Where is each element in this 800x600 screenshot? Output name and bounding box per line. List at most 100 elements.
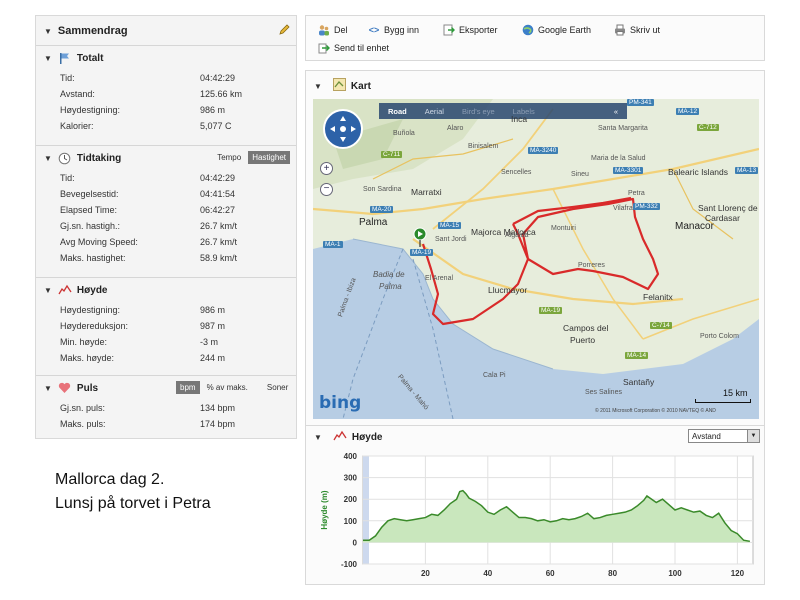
stat-row: Bevegelsestid: 04:41:54	[36, 186, 296, 202]
clock-icon	[58, 151, 72, 165]
place-label: Ses Salines	[585, 389, 622, 396]
y-tick-label: 400	[344, 452, 358, 461]
place-label: Marratxi	[411, 187, 442, 197]
road-badge: MA-15	[438, 222, 462, 229]
elevation-line	[363, 489, 751, 543]
stat-label: Maks. høyde:	[60, 353, 115, 363]
y-axis-label: Høyde (m)	[320, 490, 329, 529]
map-pan-control[interactable]	[323, 109, 363, 149]
google-earth-button[interactable]: Google Earth	[522, 24, 591, 36]
puls-header[interactable]: ▼ Puls bpm % av maks. Soner	[36, 376, 296, 400]
place-label: Vilafranca	[613, 205, 645, 212]
stat-row: Maks. høyde: 244 m	[36, 350, 296, 366]
y-tick-label: 200	[344, 495, 358, 504]
zones-toggle[interactable]: Soner	[266, 383, 289, 392]
place-label: Algaida	[505, 232, 529, 239]
stat-label: Høydereduksjon:	[60, 321, 129, 331]
hoyde-header[interactable]: ▼ Høyde	[36, 278, 296, 302]
tab-labels[interactable]: Labels	[512, 106, 535, 116]
tempo-toggle[interactable]: Tempo	[217, 153, 242, 162]
summary-toggle[interactable]: ▼ Sammendrag	[36, 16, 296, 46]
bpm-toggle[interactable]: bpm	[176, 381, 200, 394]
collapse-triangle-icon[interactable]: ▼	[44, 285, 52, 295]
summary-panel: ▼ Sammendrag ▼ Totalt Tid: 04:42:29 Avsta…	[35, 15, 297, 439]
road-badge: C-712	[697, 124, 719, 131]
place-label: Sant Jordi	[435, 236, 467, 243]
map-view[interactable]: Road Aerial Bird's eye Labels « + − Palm…	[313, 99, 759, 419]
x-axis-select-value: Avstand	[692, 431, 721, 441]
tab-road[interactable]: Road	[388, 106, 407, 116]
stat-value: 174 bpm	[200, 419, 236, 429]
x-axis-select[interactable]: Avstand ▼	[688, 429, 760, 443]
place-label: El Arenal	[425, 275, 454, 282]
tidtaking-header[interactable]: ▼ Tidtaking Tempo Hastighet	[36, 146, 296, 170]
tidtaking-title: Tidtaking	[76, 152, 122, 164]
road-badge: PM-341	[627, 99, 654, 106]
start-marker-icon[interactable]	[413, 227, 427, 249]
stat-value: 58.9 km/t	[200, 253, 238, 263]
embed-code-icon: <>	[368, 25, 380, 35]
hastighet-toggle[interactable]: Hastighet	[248, 151, 290, 164]
stat-label: Maks. hastighet:	[60, 253, 126, 263]
zoom-out-button[interactable]: −	[320, 183, 333, 196]
caption-line-2: Lunsj på torvet i Petra	[55, 495, 211, 512]
collapse-triangle-icon[interactable]: ▼	[44, 53, 52, 63]
share-button[interactable]: Del	[318, 24, 348, 36]
stat-row: Gj.sn. puls: 134 bpm	[36, 400, 296, 416]
stat-label: Høydestigning:	[60, 305, 121, 315]
collapse-triangle-icon[interactable]: ▼	[314, 81, 322, 91]
share-people-icon	[318, 24, 330, 36]
stat-row: Høydestigning: 986 m	[36, 302, 296, 318]
caption-line-1: Mallorca dag 2.	[55, 471, 165, 488]
place-label: Buñola	[393, 130, 415, 137]
elevation-graph-icon	[333, 430, 347, 445]
axis-band	[363, 456, 369, 564]
stat-label: Min. høyde:	[60, 337, 108, 347]
stat-value: 06:42:27	[200, 205, 236, 215]
tidtaking-section: ▼ Tidtaking Tempo Hastighet Tid: 04:42:29…	[36, 146, 296, 278]
x-tick-label: 60	[546, 569, 555, 578]
export-icon	[443, 24, 455, 36]
collapse-triangle-icon[interactable]: ▼	[44, 383, 52, 393]
action-toolbar: Del <> Bygg inn Eksporter Google Earth S…	[305, 15, 765, 61]
percent-max-toggle[interactable]: % av maks.	[206, 383, 248, 392]
flag-icon	[58, 51, 72, 65]
place-label: Sencelles	[501, 169, 532, 176]
place-label: Felanitx	[643, 292, 673, 302]
stat-label: Gj.sn. puls:	[60, 403, 106, 413]
export-button[interactable]: Eksporter	[443, 24, 498, 36]
zoom-in-button[interactable]: +	[320, 162, 333, 175]
stat-value: 04:41:54	[200, 189, 236, 199]
stat-row: Avstand: 125.66 km	[36, 86, 296, 102]
map-header[interactable]: ▼ Kart	[314, 78, 371, 94]
tab-aerial[interactable]: Aerial	[424, 106, 444, 116]
stat-row: Høydereduksjon: 987 m	[36, 318, 296, 334]
stat-row: Min. høyde: -3 m	[36, 334, 296, 350]
plot-area	[362, 455, 754, 565]
place-label: Campos del	[563, 323, 609, 333]
elevation-graph-icon	[58, 283, 72, 297]
totalt-header[interactable]: ▼ Totalt	[36, 46, 296, 70]
y-tick-label: 300	[344, 474, 358, 483]
heart-icon	[58, 381, 72, 395]
road-badge: MA-20	[370, 206, 394, 213]
collapse-triangle-icon[interactable]: ▼	[314, 433, 322, 442]
collapse-triangle-icon[interactable]: ▼	[44, 153, 52, 163]
map-scale-bar	[695, 399, 751, 403]
print-button[interactable]: Skriv ut	[614, 24, 660, 36]
embed-button[interactable]: <> Bygg inn	[368, 24, 419, 36]
tab-birds-eye[interactable]: Bird's eye	[461, 106, 495, 116]
collapse-tabs-button[interactable]: «	[613, 106, 618, 116]
send-to-device-button[interactable]: Send til enhet	[318, 42, 389, 54]
speed-unit-toggle: Tempo Hastighet	[213, 151, 290, 164]
stat-label: Kalorier:	[60, 121, 94, 131]
place-label: Cardasar	[705, 213, 740, 223]
elevation-area	[363, 490, 750, 543]
edit-pencil-icon[interactable]	[278, 24, 290, 39]
road-badge: MA-14	[625, 352, 649, 359]
elevation-header[interactable]: ▼ Høyde	[314, 430, 382, 445]
stat-label: Tid:	[60, 173, 75, 183]
collapse-triangle-icon[interactable]: ▼	[44, 26, 52, 36]
x-tick-label: 40	[483, 569, 492, 578]
place-label: Llucmayor	[488, 285, 528, 295]
